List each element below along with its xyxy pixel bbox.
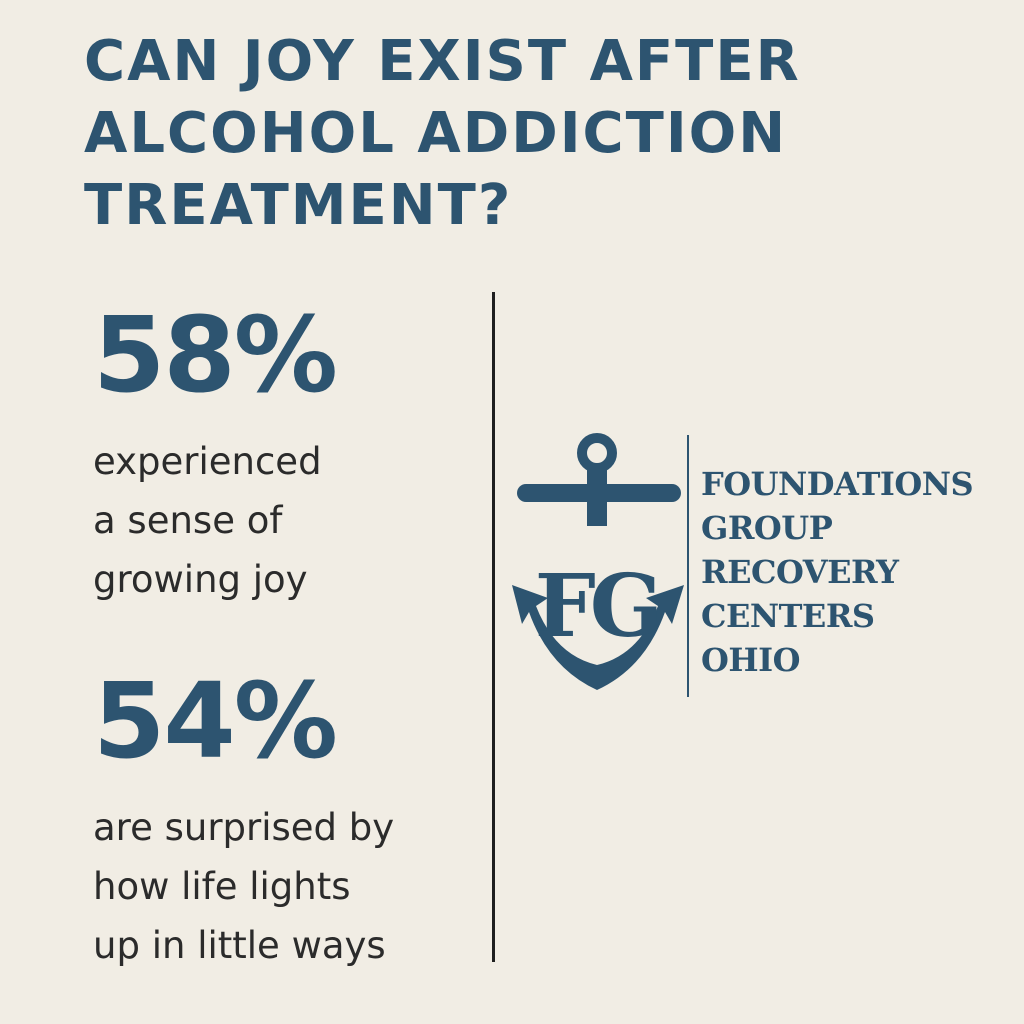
description-line: are surprised by: [93, 806, 395, 849]
stat-description: are surprised by how life lights up in lit…: [93, 798, 394, 975]
title-line: TREATMENT?: [84, 173, 513, 238]
org-name-line: RECOVERY: [701, 553, 899, 591]
description-line: up in little ways: [93, 924, 386, 967]
anchor-ring: [577, 433, 617, 473]
org-name-line: FOUNDATIONS: [701, 465, 974, 503]
stat-description: experienced a sense of growing joy: [93, 432, 336, 609]
stat-value: 58%: [93, 294, 338, 416]
anchor-crossbar: [517, 484, 681, 502]
divider: [492, 292, 495, 962]
stat: 58% experienced a sense of growing joy: [93, 294, 338, 609]
org-name-line: OHIO: [701, 641, 800, 679]
title-line: ALCOHOL ADDICTION: [84, 101, 788, 166]
stat: 54% are surprised by how life lights up in …: [93, 666, 394, 975]
description-line: experienced: [93, 440, 322, 483]
org-name: FOUNDATIONS GROUP RECOVERY CENTERS OHIO: [701, 462, 974, 682]
anchor-arms: [512, 585, 684, 690]
org-name-line: GROUP: [701, 509, 833, 547]
monogram: FG: [535, 556, 658, 657]
org-name-line: CENTERS: [701, 597, 875, 635]
title: CAN JOY EXIST AFTER ALCOHOL ADDICTION TREA…: [84, 26, 801, 242]
stat-value: 54%: [93, 660, 338, 782]
description-line: a sense of: [93, 499, 283, 542]
title-line: CAN JOY EXIST AFTER: [84, 29, 801, 94]
description-line: growing joy: [93, 558, 308, 601]
description-line: how life lights: [93, 865, 351, 908]
logo-rule: [687, 435, 689, 697]
